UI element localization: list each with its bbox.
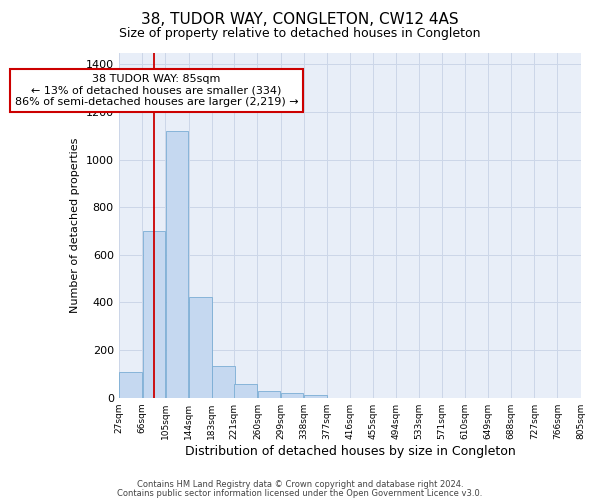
Text: Contains public sector information licensed under the Open Government Licence v3: Contains public sector information licen… (118, 488, 482, 498)
Text: Contains HM Land Registry data © Crown copyright and database right 2024.: Contains HM Land Registry data © Crown c… (137, 480, 463, 489)
X-axis label: Distribution of detached houses by size in Congleton: Distribution of detached houses by size … (185, 444, 515, 458)
Bar (235, 384, 257, 398)
Bar (304, 396, 326, 398)
Bar (212, 366, 235, 398)
Bar (189, 296, 212, 398)
Text: 38, TUDOR WAY, CONGLETON, CW12 4AS: 38, TUDOR WAY, CONGLETON, CW12 4AS (141, 12, 459, 28)
Bar (166, 131, 188, 398)
Text: 38 TUDOR WAY: 85sqm
← 13% of detached houses are smaller (334)
86% of semi-detac: 38 TUDOR WAY: 85sqm ← 13% of detached ho… (15, 74, 298, 107)
Text: Size of property relative to detached houses in Congleton: Size of property relative to detached ho… (119, 28, 481, 40)
Bar (281, 393, 304, 398)
Bar (257, 390, 280, 398)
Bar (143, 231, 166, 398)
Y-axis label: Number of detached properties: Number of detached properties (70, 138, 80, 313)
Bar (119, 372, 142, 398)
